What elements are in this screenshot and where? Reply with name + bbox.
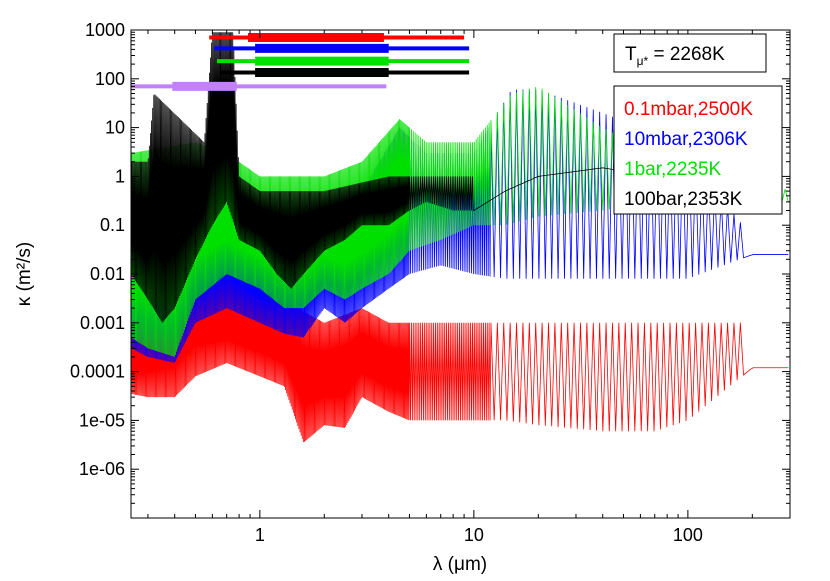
- x-axis-label: λ (μm): [433, 554, 487, 575]
- legend-entry-0.1mbar: 0.1mbar,2500K: [624, 99, 753, 120]
- y-tick-label: 0.1: [100, 215, 125, 235]
- y-tick-label: 0.01: [90, 264, 125, 284]
- legend-entry-10mbar: 10mbar,2306K: [624, 129, 748, 150]
- y-tick-label: 1000: [85, 20, 125, 40]
- y-axis-label: κ (m²/s): [14, 242, 35, 306]
- x-tick-label: 10: [464, 525, 484, 545]
- series-line-0: [131, 265, 789, 443]
- y-tick-label: 1e-06: [79, 459, 125, 479]
- temperature-annotation: Tμ* = 2268K: [613, 33, 767, 73]
- x-tick-label: 100: [673, 525, 703, 545]
- ticks-layer: 1e-06 1e-05 0.0001 0.001 0.01 0.1 1 10 100 1000 1 1…: [70, 20, 790, 545]
- legend-entry-1bar: 1bar,2235K: [624, 159, 722, 180]
- y-tick-label: 1e-05: [79, 410, 125, 430]
- range-bars-layer: [131, 33, 470, 91]
- legend: 0.1mbar,2500K 10mbar,2306K 1bar,2235K 10…: [613, 85, 783, 215]
- legend-entry-100bar: 100bar,2353K: [624, 189, 743, 210]
- x-tick-label: 1: [255, 525, 265, 545]
- annotation-box: [613, 33, 767, 73]
- legend-box: [613, 85, 783, 215]
- y-tick-label: 0.001: [80, 313, 125, 333]
- annotation-text: Tμ* = 2268K: [625, 44, 725, 68]
- series-layer: [131, 32, 789, 443]
- y-tick-label: 100: [95, 69, 125, 89]
- series-line-3: [131, 32, 712, 323]
- y-tick-label: 0.0001: [70, 362, 125, 382]
- y-tick-label: 10: [105, 118, 125, 138]
- y-tick-label: 1: [115, 166, 125, 186]
